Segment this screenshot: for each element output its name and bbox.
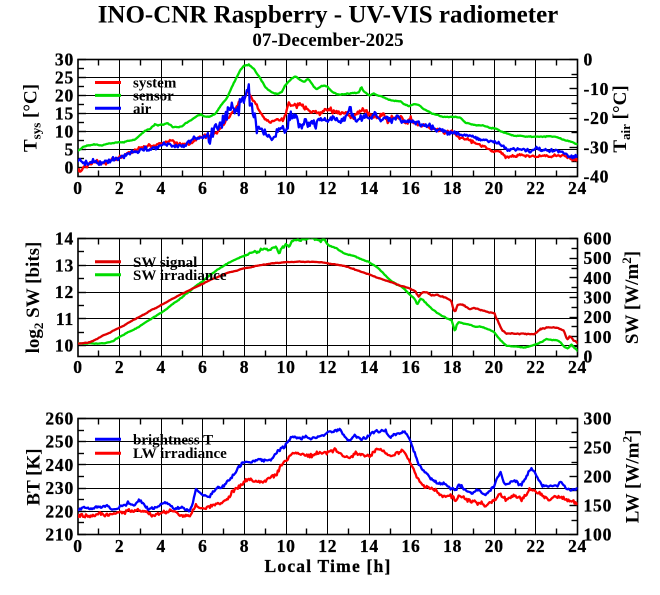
svg-text:SW irradiance: SW irradiance [133, 268, 227, 284]
svg-text:100: 100 [584, 327, 613, 347]
svg-text:16: 16 [401, 357, 420, 377]
svg-text:SW signal: SW signal [133, 255, 197, 271]
svg-text:-40: -40 [584, 167, 610, 187]
svg-text:18: 18 [443, 178, 462, 198]
svg-text:system: system [133, 76, 177, 92]
svg-text:11: 11 [56, 309, 74, 329]
svg-text:16: 16 [401, 178, 420, 198]
svg-text:6: 6 [198, 178, 208, 198]
svg-text:14: 14 [55, 229, 74, 249]
svg-text:log2 SW [bits]: log2 SW [bits] [23, 242, 46, 354]
svg-text:200: 200 [584, 467, 613, 487]
svg-text:220: 220 [45, 501, 74, 521]
svg-text:20: 20 [485, 357, 504, 377]
svg-text:-10: -10 [584, 79, 610, 99]
svg-text:18: 18 [443, 536, 462, 556]
svg-text:SW [W/m2]: SW [W/m2] [619, 251, 643, 344]
svg-text:10: 10 [55, 336, 74, 356]
svg-text:20: 20 [55, 86, 74, 106]
svg-text:4: 4 [156, 178, 166, 198]
svg-text:12: 12 [318, 536, 337, 556]
svg-text:4: 4 [156, 536, 166, 556]
svg-text:Tair [°C]: Tair [°C] [610, 85, 633, 152]
svg-text:8: 8 [240, 536, 250, 556]
svg-text:14: 14 [360, 357, 379, 377]
svg-text:LW irradiance: LW irradiance [133, 446, 227, 462]
svg-text:300: 300 [584, 288, 613, 308]
svg-text:2: 2 [115, 178, 125, 198]
svg-text:250: 250 [584, 438, 613, 458]
svg-text:2: 2 [115, 357, 125, 377]
svg-text:6: 6 [198, 536, 208, 556]
svg-text:400: 400 [584, 268, 613, 288]
svg-text:14: 14 [360, 536, 379, 556]
svg-text:2: 2 [115, 536, 125, 556]
svg-text:260: 260 [45, 409, 74, 429]
svg-text:500: 500 [584, 248, 613, 268]
svg-text:13: 13 [55, 255, 74, 275]
svg-text:20: 20 [485, 178, 504, 198]
svg-text:0: 0 [73, 357, 83, 377]
svg-text:0: 0 [73, 178, 83, 198]
svg-text:22: 22 [526, 178, 545, 198]
svg-text:150: 150 [584, 496, 613, 516]
svg-text:600: 600 [584, 229, 613, 249]
svg-text:4: 4 [156, 357, 166, 377]
svg-text:15: 15 [55, 104, 74, 124]
svg-text:brightness T: brightness T [133, 432, 213, 448]
svg-text:250: 250 [45, 432, 74, 452]
svg-text:10: 10 [277, 357, 296, 377]
svg-text:240: 240 [45, 455, 74, 475]
svg-text:14: 14 [360, 178, 379, 198]
svg-text:-30: -30 [584, 137, 610, 157]
svg-text:07-December-2025: 07-December-2025 [252, 30, 403, 51]
svg-text:0: 0 [584, 347, 594, 367]
svg-text:24: 24 [568, 178, 587, 198]
svg-text:12: 12 [55, 282, 74, 302]
svg-text:20: 20 [485, 536, 504, 556]
svg-text:10: 10 [277, 178, 296, 198]
svg-text:22: 22 [526, 357, 545, 377]
svg-text:100: 100 [584, 525, 613, 545]
svg-text:5: 5 [64, 140, 74, 160]
svg-text:air: air [133, 101, 152, 117]
svg-text:12: 12 [318, 357, 337, 377]
svg-text:200: 200 [584, 307, 613, 327]
svg-text:12: 12 [318, 178, 337, 198]
svg-text:-20: -20 [584, 108, 610, 128]
svg-text:0: 0 [73, 536, 83, 556]
svg-text:6: 6 [198, 357, 208, 377]
svg-text:INO-CNR Raspberry - UV-VIS rad: INO-CNR Raspberry - UV-VIS radiometer [98, 2, 559, 29]
svg-text:8: 8 [240, 178, 250, 198]
svg-text:25: 25 [55, 68, 74, 88]
svg-text:0: 0 [584, 50, 594, 70]
svg-text:18: 18 [443, 357, 462, 377]
svg-text:Tsys [°C]: Tsys [°C] [21, 84, 44, 152]
svg-text:10: 10 [277, 536, 296, 556]
svg-text:LW [W/m2]: LW [W/m2] [620, 430, 644, 524]
svg-text:8: 8 [240, 357, 250, 377]
svg-text:24: 24 [568, 357, 587, 377]
svg-text:0: 0 [64, 158, 74, 178]
svg-text:16: 16 [401, 536, 420, 556]
svg-text:24: 24 [568, 536, 587, 556]
svg-text:210: 210 [45, 525, 74, 545]
svg-text:230: 230 [45, 478, 74, 498]
svg-text:22: 22 [526, 536, 545, 556]
svg-text:Local Time [h]: Local Time [h] [265, 556, 392, 576]
svg-text:sensor: sensor [133, 88, 174, 104]
svg-text:300: 300 [584, 409, 613, 429]
svg-text:BT [K]: BT [K] [24, 448, 45, 505]
svg-text:10: 10 [55, 122, 74, 142]
svg-text:30: 30 [55, 50, 74, 70]
